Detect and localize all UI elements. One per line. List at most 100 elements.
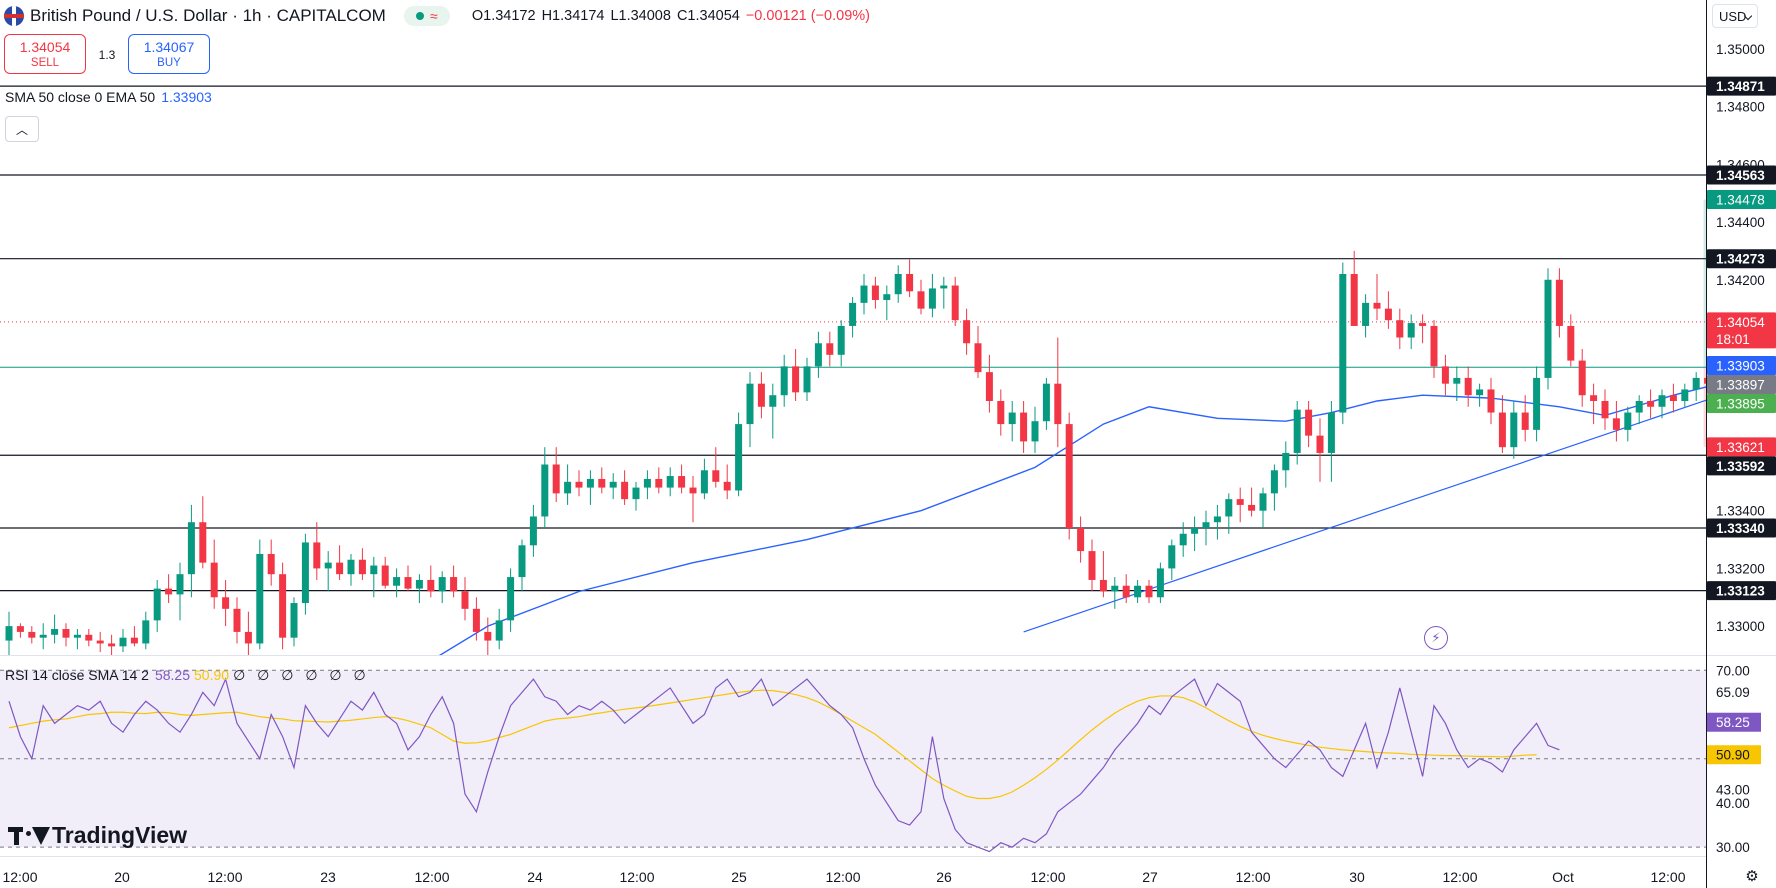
rsi-legend[interactable]: RSI 14 close SMA 14 2 58.25 50.90 ∅ ∅ ∅ ∅ ∅… [5, 667, 370, 684]
rsi-badge-text-0: 58.25 [1716, 715, 1750, 730]
candle-body-33 [381, 565, 389, 586]
candle-body-95 [1088, 551, 1096, 580]
candle-body-9 [108, 643, 116, 647]
rsi-line [8, 677, 1560, 853]
price-axis-tick-5: 1.33400 [1716, 504, 1765, 519]
spread-value: 1.3 [98, 48, 116, 62]
candle-body-85 [974, 343, 982, 373]
ma-legend[interactable]: SMA 50 close 0 EMA 50 1.33903 [5, 89, 212, 105]
candle-body-36 [415, 579, 423, 589]
candle-body-107 [1225, 499, 1233, 517]
position-target-zone [1703, 199, 1706, 368]
candle-body-117 [1339, 274, 1347, 413]
candle-body-116 [1327, 412, 1335, 453]
buy-price: 1.34067 [143, 39, 195, 55]
price-badge-level-1 [1707, 165, 1776, 185]
candle-body-69 [792, 366, 800, 393]
currency-selector[interactable]: USD [1712, 4, 1758, 28]
candle-body-108 [1236, 499, 1244, 505]
candle-body-145 [1658, 395, 1666, 407]
candle-body-25 [290, 603, 298, 638]
candle-body-3 [39, 634, 47, 638]
candle-body-135 [1544, 279, 1552, 378]
time-axis-tick-4: 12:00 [414, 869, 449, 885]
buy-button[interactable]: 1.34067 BUY [128, 34, 210, 74]
rsi-axis-tick-2: 43.00 [1716, 783, 1750, 798]
sell-button[interactable]: 1.34054 SELL [4, 34, 86, 74]
time-axis-tick-10: 12:00 [1030, 869, 1065, 885]
market-status-badge[interactable]: ≈ [403, 6, 450, 26]
lightning-icon[interactable]: ⚡ [1424, 626, 1448, 650]
candle-body-94 [1077, 528, 1085, 552]
candle-body-110 [1259, 493, 1267, 511]
candle-body-143 [1635, 401, 1643, 413]
tradingview-logo[interactable]: TradingView [8, 822, 187, 849]
candle-body-99 [1134, 585, 1142, 598]
candle-body-55 [632, 487, 640, 500]
ma-legend-value: 1.33903 [161, 89, 212, 105]
price-badge-target-2 [1707, 190, 1776, 210]
candle-body-19 [222, 597, 230, 609]
settings-gear-icon[interactable]: ⚙ [1745, 868, 1759, 885]
candle-body-46 [529, 516, 537, 546]
candle-body-84 [963, 320, 971, 344]
candle-body-15 [176, 574, 184, 595]
candle-body-82 [940, 285, 948, 289]
candle-body-136 [1555, 279, 1563, 326]
candle-body-146 [1669, 395, 1677, 401]
candle-body-8 [96, 640, 104, 644]
candle-body-83 [951, 285, 959, 321]
candle-body-11 [130, 637, 138, 644]
candle-body-56 [643, 478, 651, 488]
candle-body-63 [723, 481, 731, 491]
collapse-legend-button[interactable]: ︿ [5, 116, 39, 142]
candle-body-111 [1270, 470, 1278, 494]
price-badge-text-8: 1.33895 [1716, 396, 1765, 411]
buy-label: BUY [157, 57, 181, 69]
candle-body-20 [233, 608, 241, 632]
sell-price: 1.34054 [19, 39, 71, 55]
price-badge-entry-line-8 [1707, 393, 1776, 413]
candle-body-122 [1396, 320, 1404, 338]
currency-pair-flag-icon [4, 6, 24, 26]
candle-body-70 [803, 366, 811, 393]
candle-body-37 [427, 579, 435, 592]
candle-body-6 [73, 634, 81, 638]
candle-body-109 [1248, 504, 1256, 511]
candle-body-147 [1681, 389, 1689, 401]
candle-body-48 [552, 464, 560, 494]
price-axis-tick-6: 1.33200 [1716, 561, 1765, 576]
candle-body-2 [28, 631, 36, 638]
candle-body-96 [1099, 579, 1107, 592]
candle-body-128 [1464, 377, 1472, 396]
candle-body-77 [883, 294, 891, 300]
chevron-up-icon: ︿ [15, 122, 28, 137]
price-badge-text-3: 1.34273 [1716, 252, 1765, 267]
rsi-legend-value: 58.25 [154, 667, 191, 683]
price-badge-text-1: 1.34563 [1716, 168, 1765, 183]
candle-body-97 [1111, 585, 1119, 592]
candle-body-54 [621, 481, 629, 500]
candle-body-144 [1647, 401, 1655, 407]
delay-wave-icon: ≈ [430, 8, 438, 24]
candle-body-1 [16, 626, 24, 632]
candle-body-89 [1020, 412, 1028, 442]
ohlc-high: H1.34174 [541, 8, 605, 24]
rsi-axis-tick-3: 40.00 [1716, 796, 1750, 811]
candle-body-24 [279, 574, 287, 638]
candle-body-142 [1624, 412, 1632, 430]
rsi-sma-line [8, 689, 1537, 800]
candle-body-129 [1476, 389, 1484, 396]
candle-body-127 [1453, 377, 1461, 384]
candle-body-47 [541, 464, 549, 517]
price-badge-level-11 [1707, 518, 1776, 538]
candle-body-124 [1419, 323, 1427, 326]
candle-body-22 [256, 553, 264, 644]
candle-body-35 [404, 577, 412, 589]
candle-body-125 [1430, 325, 1438, 367]
price-badge-text-12: 1.33123 [1716, 584, 1765, 599]
sell-label: SELL [30, 57, 60, 69]
candle-body-43 [495, 620, 503, 641]
symbol-title[interactable]: British Pound / U.S. Dollar · 1h · CAPIT… [30, 6, 386, 25]
